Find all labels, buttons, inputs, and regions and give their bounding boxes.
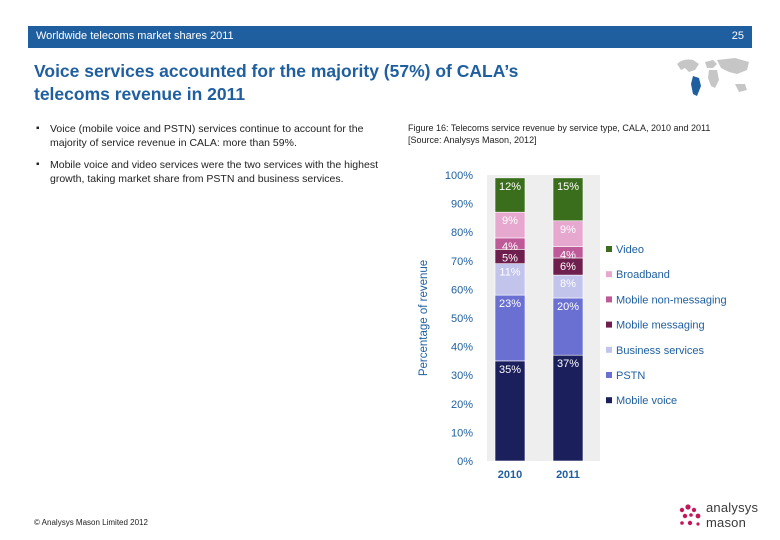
legend-swatch xyxy=(606,296,612,303)
legend-swatch xyxy=(606,372,612,378)
headline-line-1: Voice services accounted for the majorit… xyxy=(34,61,519,81)
y-tick-label: 60% xyxy=(451,284,473,296)
x-tick-label: 2011 xyxy=(556,469,580,481)
legend-label: Business services xyxy=(616,345,705,357)
figure-caption: Figure 16: Telecoms service revenue by s… xyxy=(408,122,753,146)
data-label: 9% xyxy=(560,224,576,236)
bullet-item: ▪ Mobile voice and video services were th… xyxy=(34,158,379,186)
data-label: 5% xyxy=(502,252,518,264)
headline-line-2: telecoms revenue in 2011 xyxy=(34,84,246,104)
header-bar: Worldwide telecoms market shares 2011 25 xyxy=(28,26,752,48)
y-tick-label: 50% xyxy=(451,313,473,325)
y-axis-label: Percentage of revenue xyxy=(418,260,430,376)
data-label: 23% xyxy=(499,298,521,310)
legend-label: Video xyxy=(616,244,644,256)
legend-swatch xyxy=(606,246,612,252)
legend-label: Mobile non-messaging xyxy=(616,294,727,306)
logo-dots-icon xyxy=(679,504,701,526)
legend-swatch xyxy=(606,271,612,278)
page-number: 25 xyxy=(731,30,744,42)
data-label: 11% xyxy=(499,267,520,279)
legend-swatch xyxy=(606,346,612,353)
y-tick-label: 0% xyxy=(457,456,473,468)
stacked-bar-chart: 0% 10% 20% 30% 40% 50% 60% 70% 80% 90% 100% Percent… xyxy=(418,170,727,481)
copyright-notice: © Analysys Mason Limited 2012 xyxy=(34,518,148,527)
data-label: 12% xyxy=(499,181,521,193)
y-tick-label: 10% xyxy=(451,427,473,439)
y-tick-label: 40% xyxy=(451,342,473,354)
logo-text-line-1: analysys xyxy=(706,500,759,515)
data-label: 37% xyxy=(557,358,579,370)
data-label: 8% xyxy=(560,278,576,290)
bar-segment xyxy=(552,177,584,222)
bar-segment xyxy=(552,354,584,462)
y-tick-label: 90% xyxy=(451,199,473,211)
legend-label: Mobile messaging xyxy=(616,320,705,332)
y-tick-label: 80% xyxy=(451,227,473,239)
data-label: 4% xyxy=(502,241,518,253)
bar-segment xyxy=(494,360,526,462)
legend-swatch xyxy=(606,321,612,328)
legend-label: Mobile voice xyxy=(616,395,677,407)
legend-label: PSTN xyxy=(616,370,645,382)
y-tick-label: 100% xyxy=(445,170,473,182)
bullet-marker-icon: ▪ xyxy=(36,159,40,170)
data-label: 15% xyxy=(557,181,579,193)
company-logo: analysys mason xyxy=(676,500,762,534)
y-tick-label: 70% xyxy=(451,256,473,268)
bullet-text: Voice (mobile voice and PSTN) services c… xyxy=(50,123,364,149)
data-label: 4% xyxy=(560,250,576,262)
caption-title: Figure 16: Telecoms service revenue by s… xyxy=(408,123,711,133)
bar-segment xyxy=(494,294,526,362)
logo-text-line-2: mason xyxy=(706,515,747,530)
bullet-list: ▪ Voice (mobile voice and PSTN) services … xyxy=(34,122,379,194)
header-title: Worldwide telecoms market shares 2011 xyxy=(36,30,234,42)
data-label: 9% xyxy=(502,215,518,227)
legend-label: Broadband xyxy=(616,269,670,281)
headline: Voice services accounted for the majorit… xyxy=(34,60,634,106)
data-label: 20% xyxy=(557,301,579,313)
bar-segment xyxy=(494,177,526,213)
world-map-icon xyxy=(677,58,749,96)
data-label: 35% xyxy=(499,364,521,376)
caption-source: [Source: Analysys Mason, 2012] xyxy=(408,135,537,145)
legend-swatch xyxy=(606,397,612,404)
bullet-text: Mobile voice and video services were the… xyxy=(50,159,378,185)
y-tick-label: 20% xyxy=(451,399,473,411)
data-label: 6% xyxy=(560,261,576,273)
y-tick-label: 30% xyxy=(451,370,473,382)
bullet-marker-icon: ▪ xyxy=(36,123,40,134)
x-tick-label: 2010 xyxy=(498,469,522,481)
bullet-item: ▪ Voice (mobile voice and PSTN) services … xyxy=(34,122,379,150)
